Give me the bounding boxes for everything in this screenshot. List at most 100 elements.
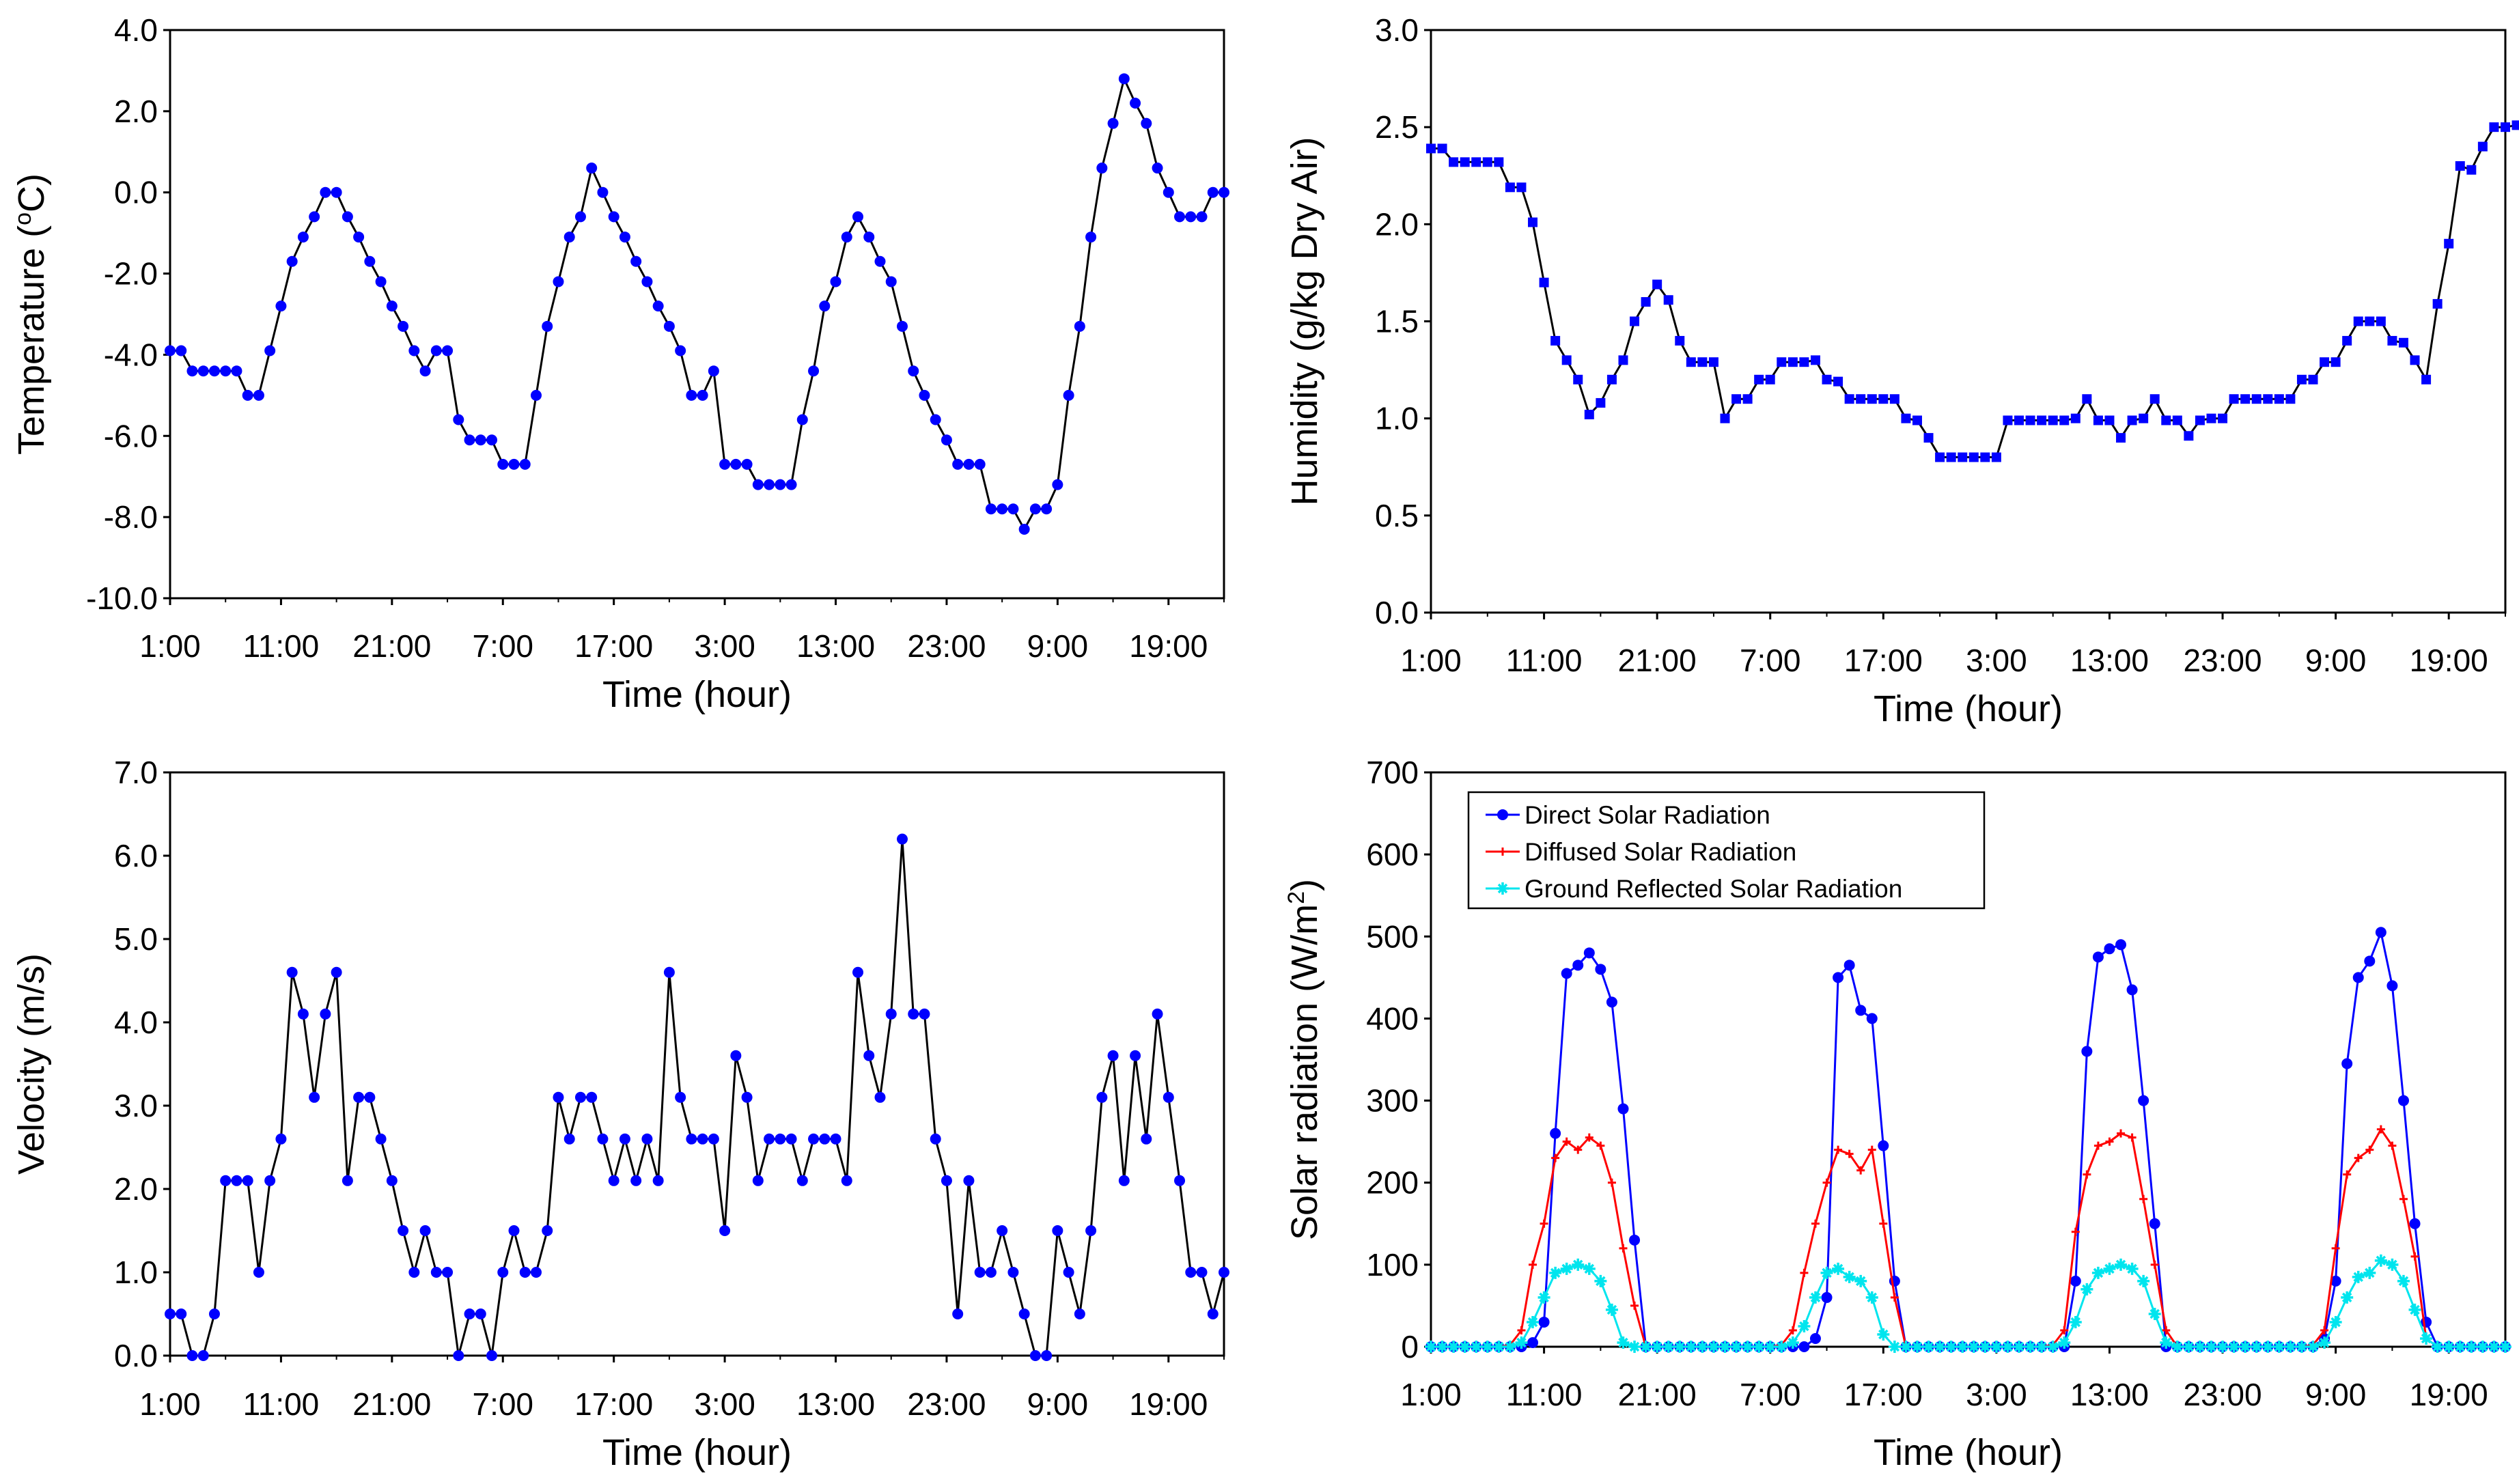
data-point xyxy=(497,1267,509,1278)
data-point xyxy=(2320,1326,2329,1334)
legend-label: Direct Solar Radiation xyxy=(1525,801,1770,829)
data-point xyxy=(1854,1274,1867,1287)
data-point xyxy=(1118,1175,1130,1186)
data-point xyxy=(2071,1227,2080,1236)
data-point xyxy=(663,320,675,332)
data-point xyxy=(1494,157,1504,167)
data-point xyxy=(1041,1350,1053,1361)
series-humidity xyxy=(1426,120,2519,462)
data-point xyxy=(408,1267,420,1278)
data-point xyxy=(2046,1341,2059,1353)
data-point xyxy=(1910,1341,1923,1353)
x-tick-label: 7:00 xyxy=(1740,643,1801,678)
data-point xyxy=(1809,1332,1821,1344)
data-point xyxy=(1945,1341,1958,1353)
data-point xyxy=(2059,415,2070,425)
data-point xyxy=(2365,316,2375,326)
data-point xyxy=(497,458,509,470)
x-tick-label: 7:00 xyxy=(1740,1377,1801,1412)
data-point xyxy=(1867,1145,1876,1154)
data-point xyxy=(430,345,442,356)
data-point xyxy=(386,300,398,312)
data-point xyxy=(641,276,653,288)
data-point xyxy=(2048,415,2058,425)
data-point xyxy=(1492,1341,1505,1353)
x-tick-label: 3:00 xyxy=(1966,643,2027,678)
data-point xyxy=(275,300,287,312)
data-point xyxy=(2250,1341,2263,1353)
data-point xyxy=(1865,1291,1878,1304)
data-point xyxy=(708,365,719,377)
y-tick-label: -6.0 xyxy=(104,418,158,453)
data-point xyxy=(253,1267,264,1278)
data-point xyxy=(231,365,242,377)
data-point xyxy=(419,1225,431,1236)
data-point xyxy=(220,365,232,377)
data-point xyxy=(652,300,664,312)
data-point xyxy=(1118,73,1130,85)
data-point xyxy=(2126,1262,2139,1275)
data-point xyxy=(985,1267,997,1278)
data-point xyxy=(1641,297,1651,307)
data-point xyxy=(364,255,376,267)
data-point xyxy=(1879,1219,1888,1228)
data-point xyxy=(1822,374,1832,384)
data-point xyxy=(985,503,997,515)
data-point xyxy=(1561,968,1572,979)
data-point xyxy=(386,1175,398,1186)
data-point xyxy=(1596,1141,1605,1150)
data-point xyxy=(1684,1341,1697,1353)
data-point xyxy=(1675,335,1685,346)
data-point xyxy=(297,232,309,243)
data-point xyxy=(1074,320,1085,332)
data-point xyxy=(1696,1341,1709,1353)
data-point xyxy=(630,255,642,267)
data-point xyxy=(542,1225,553,1236)
data-point xyxy=(1174,1175,1186,1186)
data-point xyxy=(375,1133,387,1145)
data-point xyxy=(1980,452,1990,462)
data-point xyxy=(1029,503,1041,515)
data-point xyxy=(675,345,686,356)
data-point xyxy=(1845,1149,1854,1158)
y-tick-label: 0.0 xyxy=(114,175,158,210)
data-point xyxy=(342,1175,353,1186)
data-point xyxy=(1573,374,1583,384)
data-point xyxy=(2399,1194,2408,1203)
data-point xyxy=(1549,1266,1562,1279)
data-point xyxy=(675,1091,686,1103)
plot-frame xyxy=(1430,29,2507,614)
y-tick-label: 2.5 xyxy=(1375,109,1419,145)
data-point xyxy=(764,1133,775,1145)
data-point xyxy=(309,1091,320,1103)
data-point xyxy=(952,458,964,470)
data-point xyxy=(2117,1129,2126,1138)
data-point xyxy=(1572,1258,1585,1271)
data-point xyxy=(1856,394,1866,404)
data-point xyxy=(2465,1341,2478,1353)
series-line xyxy=(1431,1128,2505,1348)
y-axis-title: Temperature (oC) xyxy=(10,173,52,455)
data-point xyxy=(796,414,808,425)
data-point xyxy=(1912,415,1922,425)
data-point xyxy=(586,1091,598,1103)
data-point xyxy=(1449,157,1459,167)
data-point xyxy=(1617,1103,1629,1115)
data-point xyxy=(2161,415,2171,425)
data-point xyxy=(530,389,542,401)
legend: Direct Solar Radiation Diffused Solar Rad… xyxy=(1467,791,1986,910)
data-point xyxy=(2025,415,2035,425)
data-point xyxy=(1618,355,1628,365)
data-point xyxy=(242,389,253,401)
x-tick-label: 21:00 xyxy=(352,1386,431,1422)
data-point xyxy=(2272,1341,2285,1353)
data-point xyxy=(730,458,742,470)
chart-panel-4: 700 600 500 400 300 200 100 0 1:00 11:00 21:00 7:00… xyxy=(1283,755,2511,1473)
data-point xyxy=(1663,295,1673,305)
data-point xyxy=(1730,1341,1743,1353)
y-tick-label: 1.0 xyxy=(114,1255,158,1290)
x-axis-title: Time (hour) xyxy=(602,674,792,715)
data-point xyxy=(1584,409,1594,419)
data-point xyxy=(1639,1341,1652,1353)
data-point xyxy=(2320,357,2330,367)
